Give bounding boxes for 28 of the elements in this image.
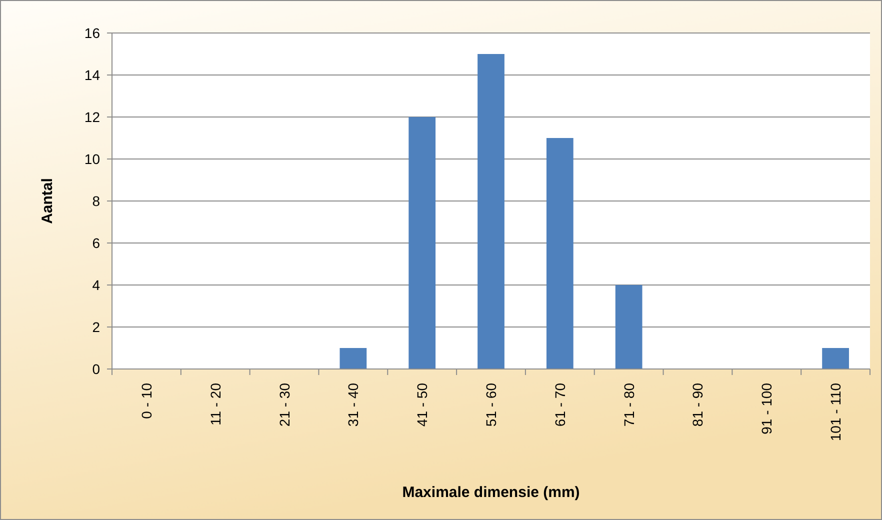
bar bbox=[615, 285, 642, 369]
y-tick-label: 10 bbox=[84, 150, 100, 167]
x-tick-label: 51 - 60 bbox=[483, 382, 499, 427]
y-tick-label: 6 bbox=[92, 234, 100, 251]
y-tick-label: 2 bbox=[92, 318, 100, 335]
y-tick-label: 8 bbox=[92, 192, 100, 209]
x-tick-label: 31 - 40 bbox=[345, 382, 362, 427]
x-tick-label: 11 - 20 bbox=[207, 382, 224, 426]
x-tick-label: 81 - 90 bbox=[690, 382, 706, 427]
x-tick-label: 101 - 110 bbox=[828, 382, 844, 442]
y-tick-label: 0 bbox=[92, 360, 100, 377]
y-axis-title: Aantal bbox=[39, 178, 56, 224]
bar bbox=[822, 348, 849, 369]
x-tick-label: 71 - 80 bbox=[620, 382, 637, 427]
bar bbox=[478, 54, 504, 369]
y-tick-label: 16 bbox=[84, 24, 100, 41]
y-tick-label: 4 bbox=[92, 276, 100, 293]
y-tick-label: 12 bbox=[84, 108, 100, 125]
bar bbox=[340, 348, 367, 369]
x-axis-title: Maximale dimensie (mm) bbox=[402, 484, 580, 501]
x-tick-label: 91 - 100 bbox=[758, 382, 775, 434]
y-tick-label: 14 bbox=[84, 66, 100, 83]
x-tick-label: 41 - 50 bbox=[414, 382, 430, 427]
bar bbox=[546, 138, 574, 369]
bar bbox=[408, 117, 436, 369]
x-tick-label: 0 - 10 bbox=[138, 382, 154, 419]
x-tick-label: 61 - 70 bbox=[552, 382, 568, 427]
x-tick-label: 21 - 30 bbox=[276, 382, 292, 427]
